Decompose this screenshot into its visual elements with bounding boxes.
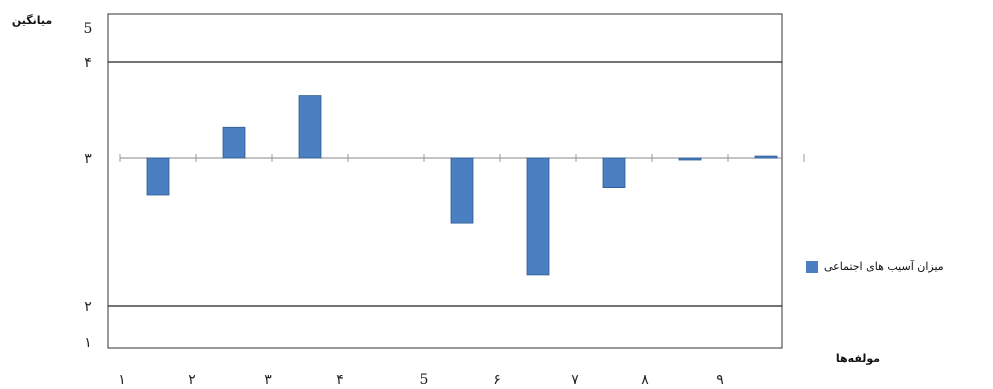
- y-tick-label: ۴: [84, 55, 92, 71]
- legend-label: میزان آسیب های اجتماعی: [824, 260, 944, 273]
- y-axis-title: میانگین: [12, 14, 52, 27]
- bar: [298, 95, 322, 159]
- x-tick-label: 5: [420, 372, 429, 388]
- x-tick-label: ۴: [336, 372, 344, 388]
- reference-lines: [108, 61, 782, 307]
- bar: [678, 157, 702, 161]
- legend: میزان آسیب های اجتماعی: [806, 260, 944, 273]
- x-tick-label: ۷: [571, 372, 579, 388]
- y-tick-label: ۱: [84, 335, 92, 351]
- x-tick-label: ۸: [641, 372, 649, 388]
- bar: [222, 126, 246, 159]
- bar: [754, 155, 778, 159]
- y-tick-label: 5: [84, 21, 93, 37]
- x-tick-label: ۳: [264, 372, 272, 388]
- bar: [146, 157, 170, 196]
- bar: [526, 157, 550, 276]
- x-tick-label: ۲: [188, 372, 196, 388]
- bar: [602, 157, 626, 189]
- x-tick-label: ۱: [118, 372, 126, 388]
- x-tick-labels: ۱ ۲ ۳ ۴ 5 ۶ ۷ ۸ ۹: [118, 372, 724, 388]
- x-tick-label: ۶: [493, 372, 501, 388]
- plot-border: [107, 13, 783, 349]
- bars: [146, 95, 778, 276]
- y-tick-labels: ۱ ۲ ۳ ۴ 5: [84, 21, 93, 351]
- y-tick-label: ۳: [84, 151, 92, 167]
- x-tick-label: ۹: [716, 372, 724, 388]
- legend-swatch: [806, 260, 818, 273]
- y-tick-label: ۲: [84, 299, 92, 315]
- bar: [450, 157, 474, 224]
- x-axis-title: مولفه‌ها: [836, 352, 880, 365]
- plot-frame: [107, 13, 783, 349]
